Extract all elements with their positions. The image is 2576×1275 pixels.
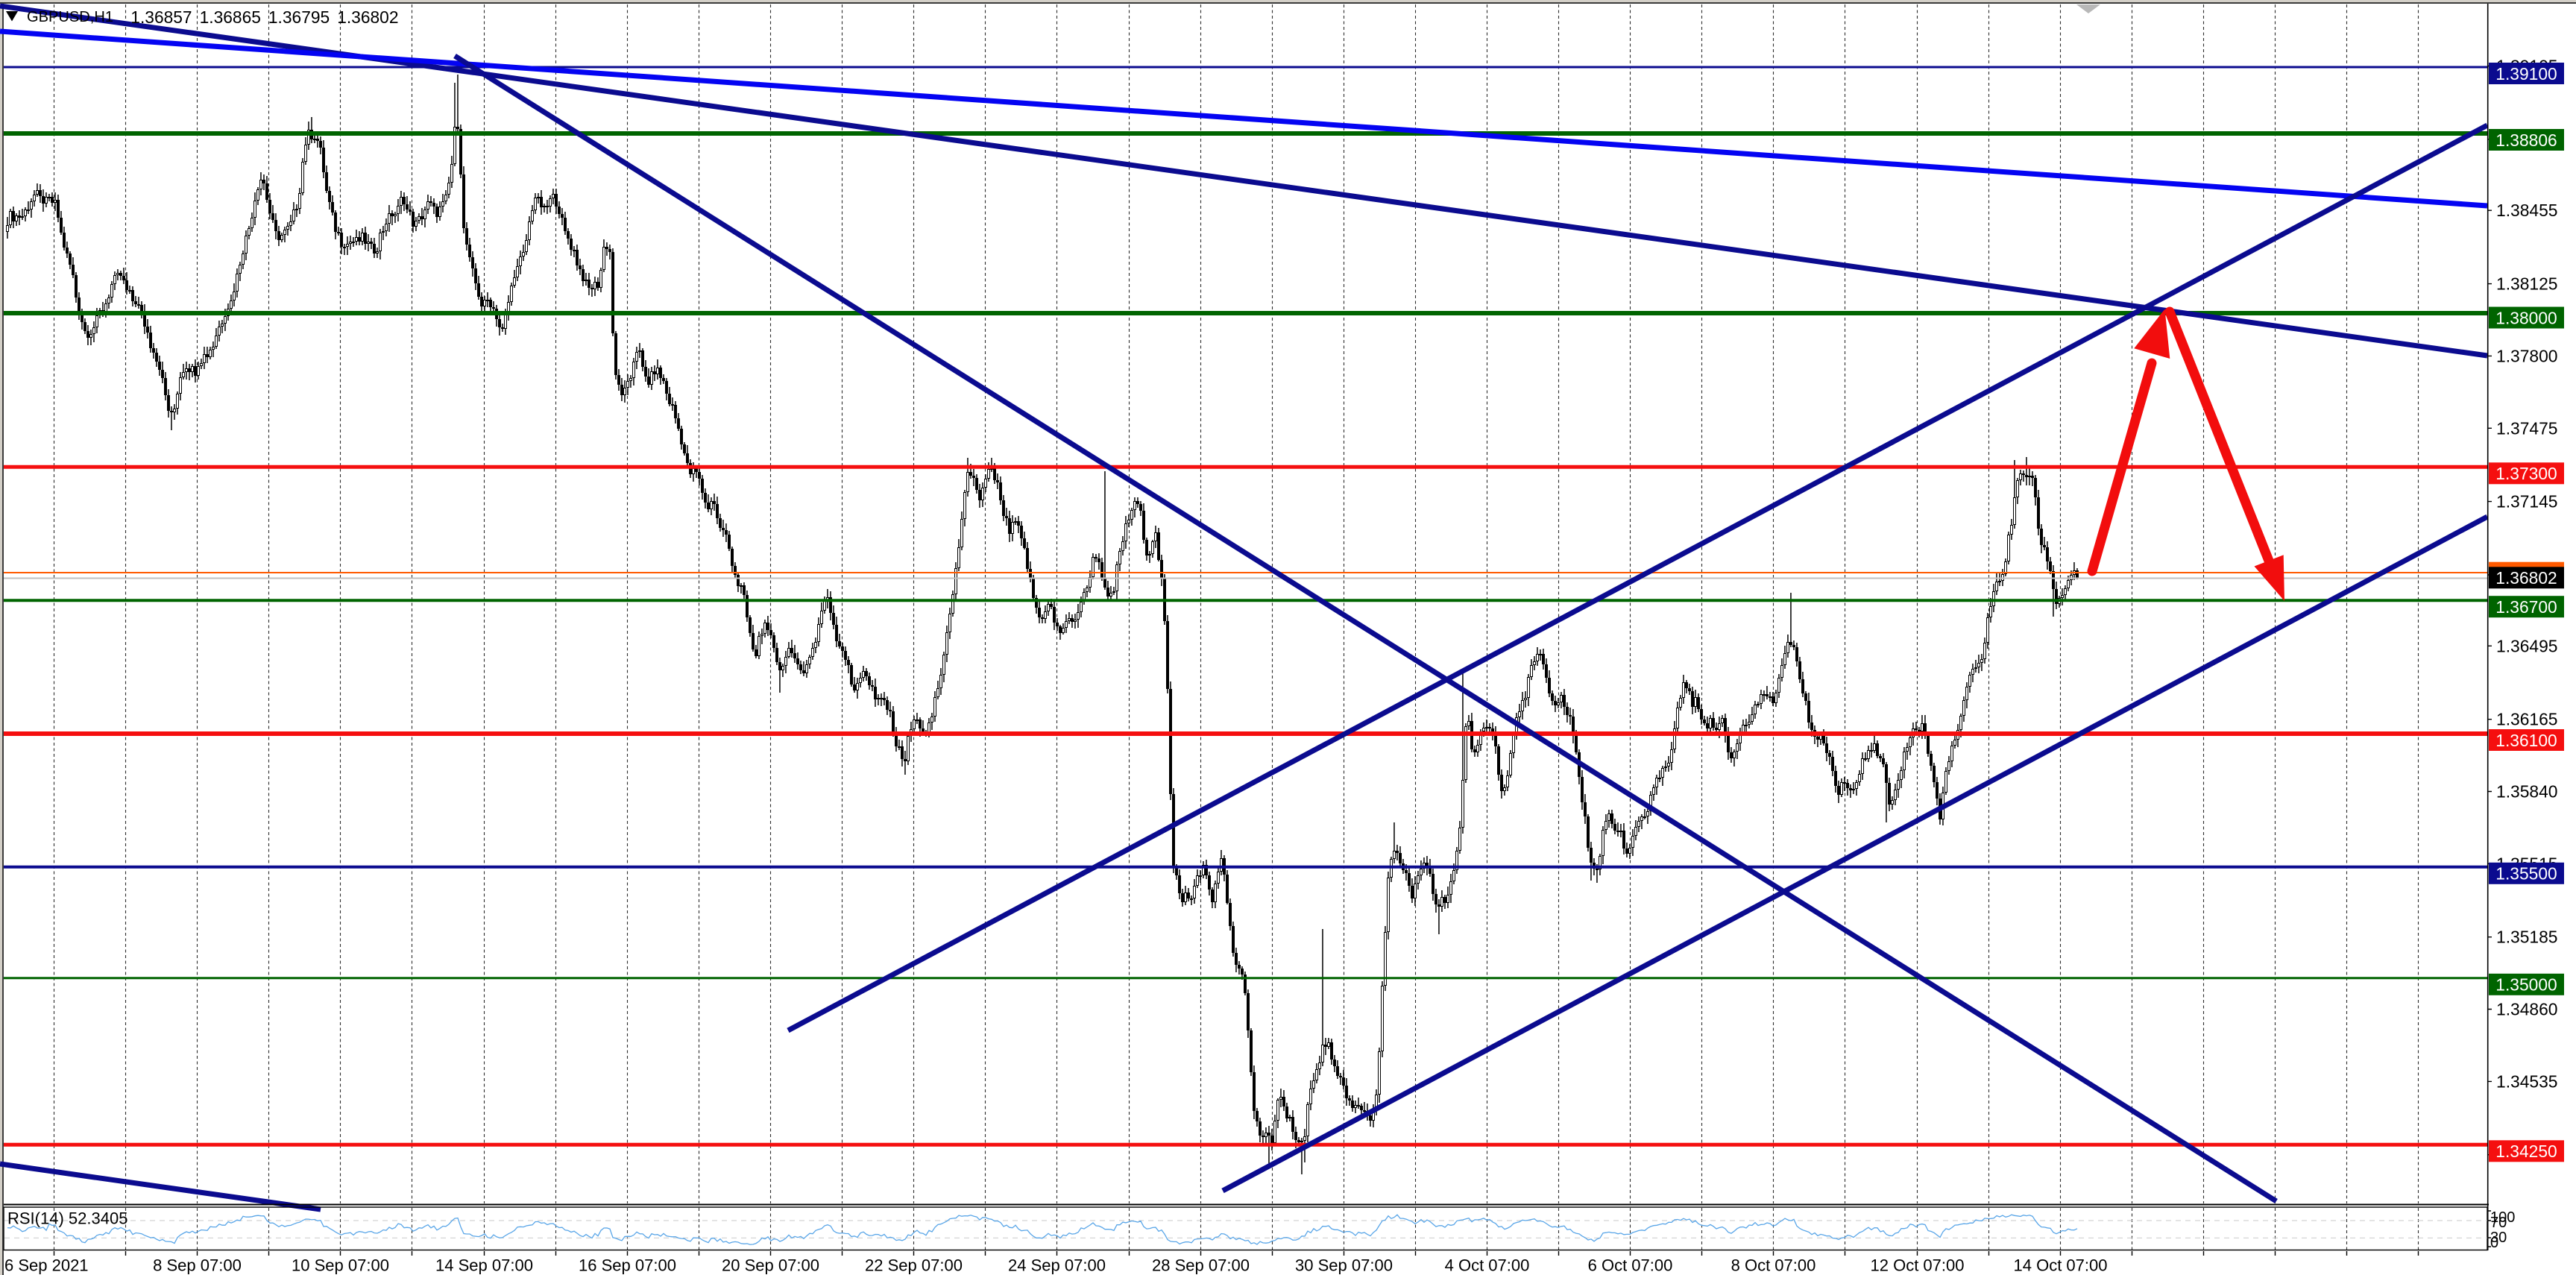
svg-text:GBPUSD,H1: GBPUSD,H1 (27, 9, 113, 25)
svg-text:12 Oct 07:00: 12 Oct 07:00 (1871, 1256, 1965, 1275)
svg-text:1.38806: 1.38806 (2495, 130, 2557, 150)
svg-text:30 Sep 07:00: 30 Sep 07:00 (1295, 1256, 1393, 1275)
svg-text:1.35185: 1.35185 (2496, 928, 2558, 947)
svg-text:1.36100: 1.36100 (2495, 731, 2557, 750)
svg-text:1.36795: 1.36795 (268, 7, 330, 27)
svg-text:1.39100: 1.39100 (2495, 64, 2557, 84)
svg-text:1.36857: 1.36857 (130, 7, 192, 27)
svg-text:6 Oct 07:00: 6 Oct 07:00 (1588, 1256, 1673, 1275)
svg-text:1.38125: 1.38125 (2496, 274, 2558, 294)
svg-text:16 Sep 07:00: 16 Sep 07:00 (579, 1256, 676, 1275)
svg-text:14 Oct 07:00: 14 Oct 07:00 (2014, 1256, 2108, 1275)
svg-text:1.34860: 1.34860 (2496, 1000, 2558, 1019)
svg-text:24 Sep 07:00: 24 Sep 07:00 (1008, 1256, 1106, 1275)
svg-text:10 Sep 07:00: 10 Sep 07:00 (292, 1256, 389, 1275)
svg-text:1.35500: 1.35500 (2495, 864, 2557, 884)
svg-text:1.37300: 1.37300 (2495, 464, 2557, 483)
svg-text:1.38000: 1.38000 (2495, 308, 2557, 327)
svg-text:28 Sep 07:00: 28 Sep 07:00 (1152, 1256, 1250, 1275)
svg-text:100: 100 (2490, 1209, 2515, 1226)
svg-text:1.37800: 1.37800 (2496, 346, 2558, 365)
svg-text:20 Sep 07:00: 20 Sep 07:00 (722, 1256, 819, 1275)
svg-text:1.36495: 1.36495 (2496, 636, 2558, 655)
svg-text:1.36865: 1.36865 (200, 7, 261, 27)
svg-text:1.35000: 1.35000 (2495, 975, 2557, 995)
svg-text:1.36165: 1.36165 (2496, 710, 2558, 729)
svg-text:30: 30 (2490, 1230, 2507, 1246)
svg-text:1.35840: 1.35840 (2496, 782, 2558, 802)
svg-text:1.38455: 1.38455 (2496, 201, 2558, 220)
svg-text:22 Sep 07:00: 22 Sep 07:00 (865, 1256, 963, 1275)
svg-text:70: 70 (2490, 1215, 2507, 1231)
svg-text:14 Sep 07:00: 14 Sep 07:00 (435, 1256, 533, 1275)
svg-text:1.34535: 1.34535 (2496, 1071, 2558, 1091)
svg-text:1.36802: 1.36802 (337, 7, 398, 27)
svg-text:1.34250: 1.34250 (2495, 1142, 2557, 1161)
svg-text:1.37475: 1.37475 (2496, 418, 2558, 438)
svg-text:1.37145: 1.37145 (2496, 492, 2558, 511)
svg-text:RSI(14) 52.3405: RSI(14) 52.3405 (7, 1209, 127, 1228)
svg-text:1.36802: 1.36802 (2495, 568, 2557, 588)
svg-text:8 Oct 07:00: 8 Oct 07:00 (1731, 1256, 1816, 1275)
svg-text:1.36700: 1.36700 (2495, 597, 2557, 617)
svg-text:4 Oct 07:00: 4 Oct 07:00 (1445, 1256, 1530, 1275)
svg-text:0: 0 (2490, 1235, 2498, 1251)
svg-text:8 Sep 07:00: 8 Sep 07:00 (153, 1256, 242, 1275)
svg-text:6 Sep 2021: 6 Sep 2021 (4, 1256, 89, 1275)
